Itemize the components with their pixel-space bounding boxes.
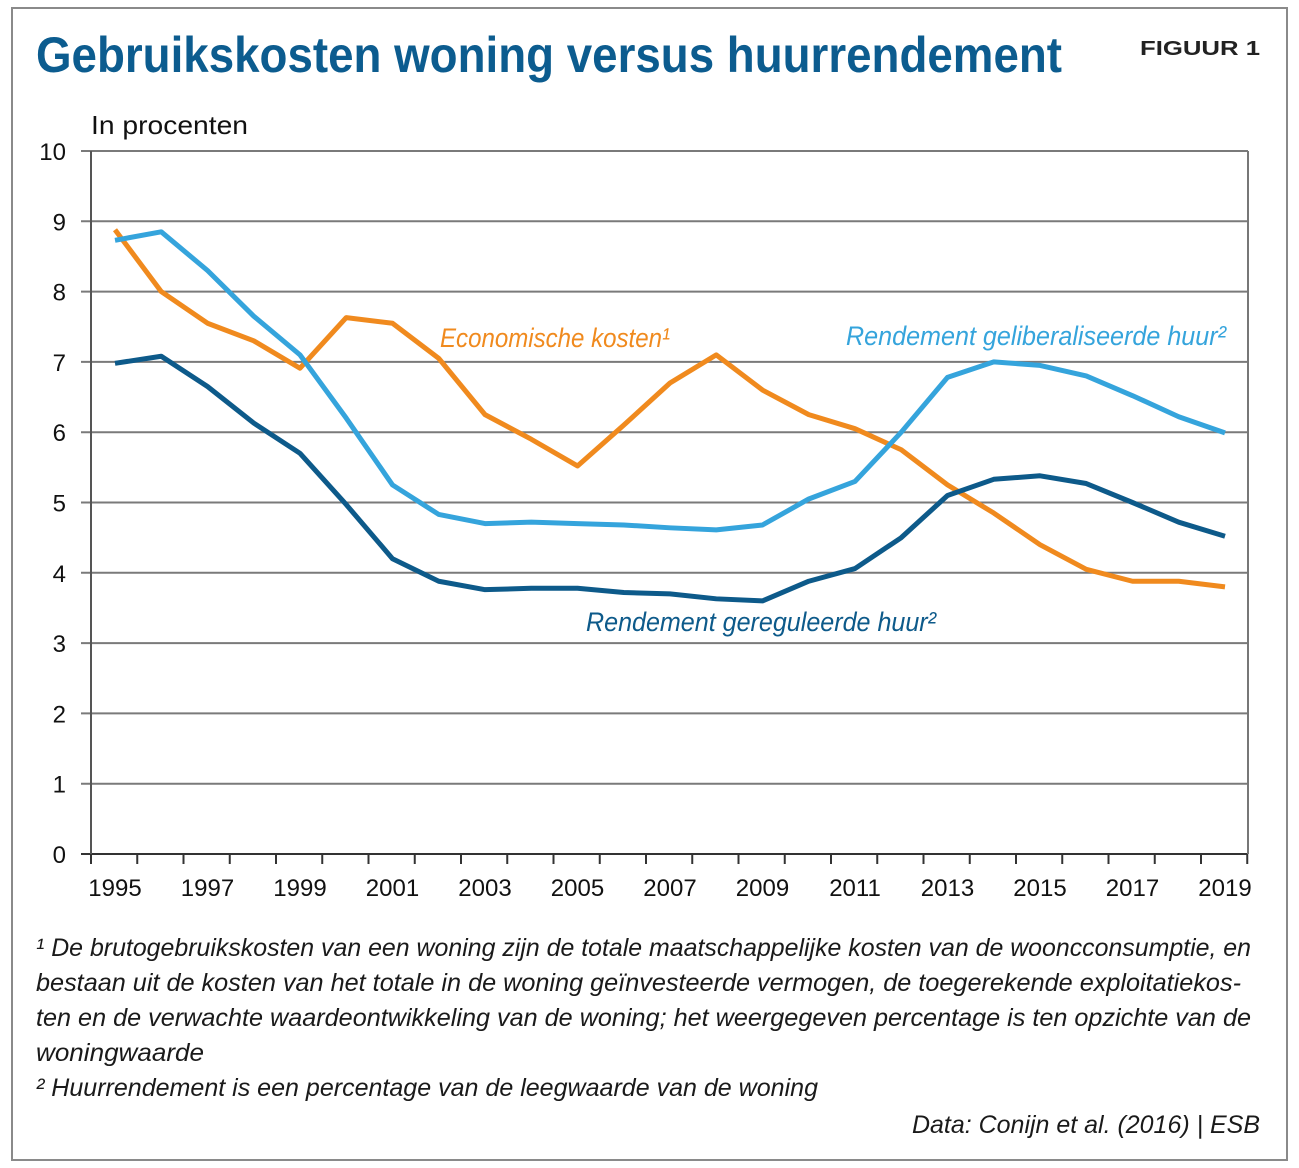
x-tick-labels: 1995 1997 1999 2001 2003 2005 2007 2009 2011 2013… [88,875,1251,902]
x-tick-label: 2011 [829,875,881,902]
x-tick-label: 1995 [88,875,141,902]
y-tick-label: 10 [39,139,66,166]
y-axis-label: In procenten [91,110,248,140]
legend-label-geliberaliseerde-huur: Rendement geliberaliseerde huur² [846,321,1227,351]
gridlines [81,150,1249,864]
x-tick-label: 2019 [1198,875,1251,902]
chart-title: Gebruikskosten woning versus huurrendeme… [36,27,1062,83]
y-tick-label: 6 [53,420,66,447]
x-tick-label: 1997 [181,875,234,902]
x-tick-label: 1999 [273,875,326,902]
footnote-2: ² Huurrendement is een percentage van de… [36,1074,818,1102]
footnote-1-line-3: ten en de verwachte waardeontwikkeling v… [36,1004,1251,1032]
y-tick-label: 7 [53,350,66,377]
x-tick-label: 2003 [458,875,511,902]
y-tick-label: 0 [53,842,66,869]
series-lines [112,228,1226,604]
y-tick-label: 9 [53,209,66,236]
y-tick-labels: 0 1 2 3 4 5 6 7 8 9 10 [39,139,66,869]
y-tick-label: 1 [53,772,66,799]
source-credit: Data: Conijn et al. (2016) | ESB [912,1111,1260,1139]
x-tick-label: 2017 [1106,875,1159,902]
x-tick-label: 2009 [736,875,789,902]
y-tick-label: 3 [53,631,66,658]
legend-label-gereguleerde-huur: Rendement gereguleerde huur² [586,607,937,637]
series-line-2 [114,353,1226,604]
x-tick-label: 2001 [366,875,419,902]
y-tick-label: 2 [53,701,66,728]
x-tick-label: 2007 [643,875,696,902]
x-tick-label: 2013 [921,875,974,902]
figure-label: FIGUUR 1 [1140,38,1260,60]
x-tick-label: 2015 [1013,875,1066,902]
footnote-1-line-4: woningwaarde [36,1039,204,1067]
y-tick-label: 4 [53,561,66,588]
figure-frame [11,7,1288,1161]
x-tick-label: 2005 [551,875,604,902]
footnote-1-line-1: ¹ De brutogebruikskosten van een woning … [36,934,1251,962]
footnotes: ¹ De brutogebruikskosten van een woning … [36,934,1260,1139]
y-tick-label: 5 [53,491,66,518]
footnote-1-line-2: bestaan uit de kosten van het totale in … [36,969,1241,997]
y-tick-label: 8 [53,280,66,307]
legend-label-economische-kosten: Economische kosten¹ [440,323,670,353]
series-line-0 [112,228,1226,590]
